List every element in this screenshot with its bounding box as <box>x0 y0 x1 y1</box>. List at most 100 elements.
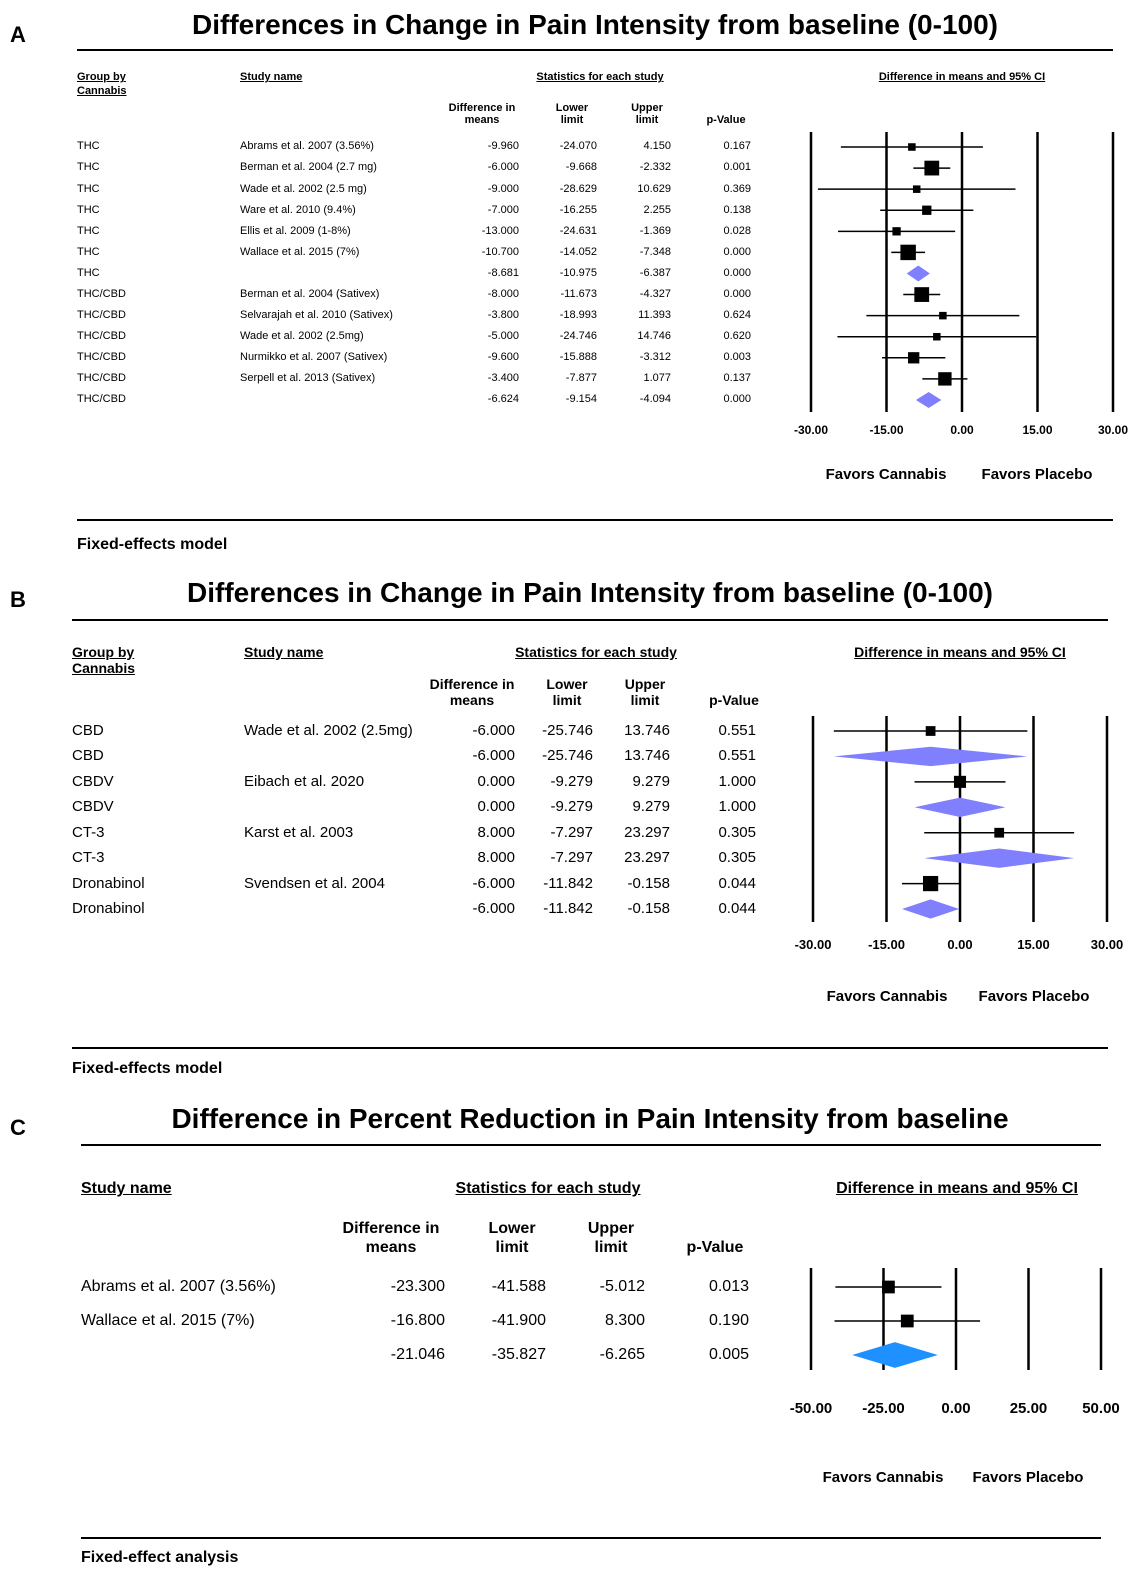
value-label: 0.137 <box>723 372 751 385</box>
group-label: THC/CBD <box>77 309 126 322</box>
direction-label: Favors Placebo <box>981 466 1093 483</box>
column-header: Upper limit <box>624 675 666 708</box>
group-label: THC <box>77 182 100 195</box>
study-marker <box>912 185 921 193</box>
value-label: -11.842 <box>543 874 593 892</box>
study-marker <box>925 726 936 736</box>
value-label: -7.297 <box>550 823 593 841</box>
value-label: -2.332 <box>639 161 671 174</box>
value-label: 0.551 <box>718 722 756 739</box>
study-header: Study name <box>81 1180 172 1198</box>
value-label: 0.138 <box>723 203 751 216</box>
value-label: -7.877 <box>565 372 597 385</box>
value-label: -25.746 <box>542 722 593 739</box>
value-label: -11.673 <box>560 287 598 300</box>
value-label: -5.000 <box>487 330 519 343</box>
group-label: THC/CBD <box>77 351 126 364</box>
column-header: p-Value <box>709 691 759 708</box>
value-label: -9.279 <box>550 772 593 790</box>
study-label: Serpell et al. 2013 (Sativex) <box>240 372 376 385</box>
value-label: 0.369 <box>723 182 751 195</box>
study-marker <box>900 1314 914 1328</box>
value-label: 1.000 <box>718 798 756 816</box>
value-label: 13.746 <box>624 722 670 739</box>
group-label: THC <box>77 140 100 153</box>
value-label: 11.393 <box>638 309 671 322</box>
study-header: Study name <box>240 71 303 84</box>
value-label: -24.070 <box>559 140 597 153</box>
value-label: 0.000 <box>723 245 751 258</box>
group-label: CBDV <box>72 772 114 790</box>
value-label: 14.746 <box>637 330 671 343</box>
value-label: 0.003 <box>723 351 751 364</box>
x-tick-label: -25.00 <box>862 1400 905 1417</box>
value-label: 0.001 <box>723 161 751 174</box>
value-label: 1.077 <box>643 372 671 385</box>
panel-label: C <box>10 1114 26 1140</box>
plot-header: Difference in means and 95% CI <box>836 1180 1078 1198</box>
value-label: 0.305 <box>718 823 756 841</box>
plot-header: Difference in means and 95% CI <box>854 643 1066 660</box>
value-label: -9.668 <box>565 161 597 174</box>
group-label: THC <box>77 245 100 258</box>
chart-title: Differences in Change in Pain Intensity … <box>192 9 998 41</box>
value-label: 0.620 <box>723 330 751 343</box>
value-label: -9.154 <box>565 393 597 406</box>
value-label: -9.600 <box>487 351 519 364</box>
column-header: Lower limit <box>488 1220 536 1256</box>
group-label: THC <box>77 161 100 174</box>
study-marker <box>924 160 940 176</box>
group-label: THC <box>77 266 100 279</box>
statistics-header: Statistics for each study <box>455 1180 641 1198</box>
direction-label: Favors Cannabis <box>826 988 948 1005</box>
x-tick-label: 50.00 <box>1082 1400 1120 1417</box>
study-label: Wallace et al. 2015 (7%) <box>240 245 360 258</box>
panel-label: A <box>10 21 26 47</box>
value-label: -6.265 <box>599 1346 645 1364</box>
column-header: Difference in means <box>429 675 515 708</box>
value-label: -16.800 <box>390 1312 445 1330</box>
group-label: THC/CBD <box>77 287 126 300</box>
x-tick-label: 0.00 <box>947 937 973 953</box>
pooled-diamond <box>914 797 1006 817</box>
study-marker <box>908 352 920 364</box>
pooled-diamond <box>901 899 960 919</box>
value-label: -6.000 <box>487 161 519 174</box>
value-label: -4.327 <box>639 287 671 300</box>
study-marker <box>922 875 939 892</box>
value-label: 2.255 <box>643 203 671 216</box>
value-label: -10.700 <box>481 245 519 258</box>
value-label: -3.312 <box>639 351 671 364</box>
direction-label: Favors Cannabis <box>822 1469 944 1486</box>
value-label: -41.588 <box>491 1278 546 1296</box>
group-label: CT-3 <box>72 849 105 867</box>
study-label: Abrams et al. 2007 (3.56%) <box>81 1278 276 1296</box>
group-label: Dronabinol <box>72 900 145 917</box>
value-label: 0.190 <box>708 1312 749 1330</box>
study-marker <box>892 227 901 236</box>
group-label: THC <box>77 224 100 237</box>
direction-label: Favors Placebo <box>978 988 1090 1005</box>
x-tick-label: 0.00 <box>950 422 974 437</box>
x-tick-label: -50.00 <box>789 1400 833 1417</box>
study-marker <box>953 775 967 788</box>
value-label: -24.631 <box>559 224 597 237</box>
value-label: 8.300 <box>604 1312 645 1330</box>
value-label: -15.888 <box>559 351 597 364</box>
group-header: Group by Cannabis <box>77 71 127 97</box>
value-label: -4.094 <box>639 393 671 406</box>
study-label: Wade et al. 2002 (2.5mg) <box>240 330 364 343</box>
study-label: Wallace et al. 2015 (7%) <box>81 1312 255 1330</box>
study-marker <box>914 287 930 302</box>
value-label: -10.975 <box>559 266 597 279</box>
pooled-diamond <box>915 391 942 408</box>
value-label: -3.400 <box>487 372 519 385</box>
study-marker <box>922 205 932 215</box>
group-label: Dronabinol <box>72 874 145 892</box>
study-label: Nurmikko et al. 2007 (Sativex) <box>240 351 388 364</box>
study-label: Berman et al. 2004 (Sativex) <box>240 287 380 300</box>
x-tick-label: 15.00 <box>1022 422 1053 437</box>
study-label: Ellis et al. 2009 (1-8%) <box>240 224 351 237</box>
value-label: 0.000 <box>723 287 751 300</box>
